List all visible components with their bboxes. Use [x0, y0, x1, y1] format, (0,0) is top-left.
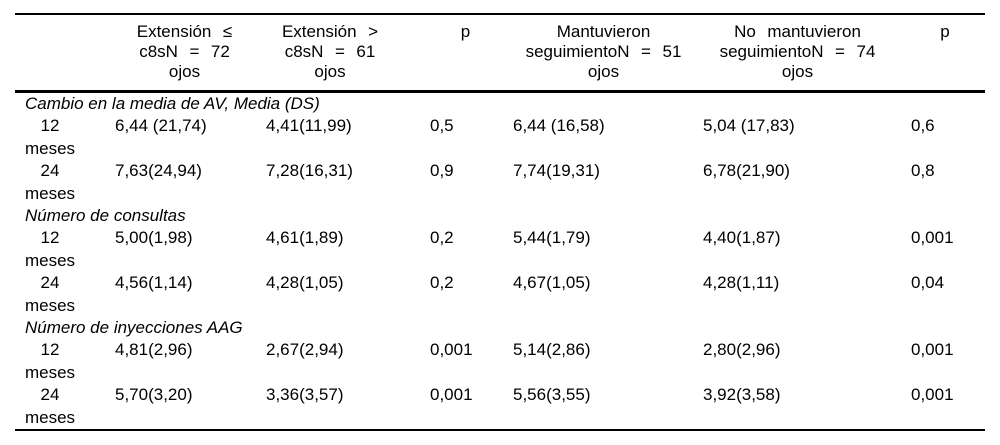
cell-p-value: 0,001	[430, 340, 473, 360]
table-row: 24 meses 4,56(1,14) 4,28(1,05) 0,2 4,67(…	[15, 272, 985, 317]
table-row: 24 meses 5,70(3,20) 3,36(3,57) 0,001 5,5…	[15, 384, 985, 430]
header-row: Extensión ≤ c8sN = 72 ojos Extensión > c…	[15, 14, 985, 93]
cell-p-value: 0,001	[911, 340, 954, 360]
cell-p-value: 0,8	[911, 161, 935, 181]
row-label: 24 meses	[24, 385, 76, 427]
cell-p-value: 0,001	[911, 228, 954, 248]
col-header-empty	[15, 14, 85, 93]
row-label: 24 meses	[24, 273, 76, 315]
section-title: Cambio en la media de AV, Media (DS)	[25, 94, 320, 113]
cell-value: 4,28(1,05)	[266, 273, 344, 293]
cell-value: 4,28(1,11)	[703, 273, 780, 293]
table-row: 12 meses 5,00(1,98) 4,61(1,89) 0,2 5,44(…	[15, 227, 985, 272]
col-header-p-1: p	[420, 14, 495, 93]
cell-value: 6,44 (16,58)	[513, 116, 605, 136]
cell-value: 4,56(1,14)	[115, 273, 193, 293]
row-label: 12 meses	[24, 340, 76, 382]
cell-p-value: 0,001	[430, 385, 473, 405]
col-header-mantuvieron: Mantuvieron seguimientoN = 51 ojos	[495, 14, 690, 93]
col-header-no-mantuvieron: No mantuvieron seguimientoN = 74 ojos	[690, 14, 905, 93]
cell-value: 4,41(11,99)	[266, 116, 352, 136]
cell-value: 5,44(1,79)	[513, 228, 591, 248]
section-row: Número de inyecciones AAG	[15, 317, 985, 339]
cell-value: 3,36(3,57)	[266, 385, 344, 405]
cell-value: 5,14(2,86)	[513, 340, 591, 360]
table-row: 12 meses 6,44 (21,74) 4,41(11,99) 0,5 6,…	[15, 115, 985, 160]
row-label: 24 meses	[24, 161, 76, 203]
col-header-extension-gt: Extensión > c8sN = 61 ojos	[260, 14, 420, 93]
cell-p-value: 0,9	[430, 161, 454, 181]
section-title: Número de consultas	[25, 206, 186, 226]
cell-value: 7,63(24,94)	[115, 161, 202, 181]
cell-value: 5,70(3,20)	[115, 385, 193, 405]
cell-value: 4,61(1,89)	[266, 228, 344, 248]
cell-p-value: 0,5	[430, 116, 454, 136]
cell-value: 4,81(2,96)	[115, 340, 193, 360]
col-header-p-2: p	[905, 14, 985, 93]
cell-p-value: 0,2	[430, 228, 454, 248]
row-label: 12 meses	[24, 116, 76, 158]
cell-value: 4,67(1,05)	[513, 273, 591, 293]
table-row: 12 meses 4,81(2,96) 2,67(2,94) 0,001 5,1…	[15, 339, 985, 384]
cell-value: 2,80(2,96)	[703, 340, 781, 360]
col-header-extension-le: Extensión ≤ c8sN = 72 ojos	[85, 14, 260, 93]
cell-value: 5,00(1,98)	[115, 228, 193, 248]
cell-value: 7,74(19,31)	[513, 161, 600, 181]
cell-value: 5,56(3,55)	[513, 385, 591, 405]
cell-value: 7,28(16,31)	[266, 161, 353, 181]
cell-value: 6,44 (21,74)	[115, 116, 207, 136]
cell-value: 4,40(1,87)	[703, 228, 781, 248]
section-row: Número de consultas	[15, 205, 985, 227]
row-label: 12 meses	[24, 228, 76, 270]
section-title: Número de inyecciones AAG	[25, 318, 243, 338]
cell-p-value: 0,6	[911, 116, 935, 136]
section-row: Cambio en la media de AV, Media (DS)	[15, 92, 985, 116]
comparison-table: Extensión ≤ c8sN = 72 ojos Extensión > c…	[15, 13, 985, 432]
cell-p-value: 0,2	[430, 273, 454, 293]
table-row: 24 meses 7,63(24,94) 7,28(16,31) 0,9 7,7…	[15, 160, 985, 205]
cell-value: 5,04 (17,83)	[703, 116, 795, 136]
cell-p-value: 0,04	[911, 273, 945, 293]
cell-value: 2,67(2,94)	[266, 340, 344, 360]
cell-value: 6,78(21,90)	[703, 161, 790, 181]
cell-p-value: 0,001	[911, 385, 954, 405]
cell-value: 3,92(3,58)	[703, 385, 781, 405]
